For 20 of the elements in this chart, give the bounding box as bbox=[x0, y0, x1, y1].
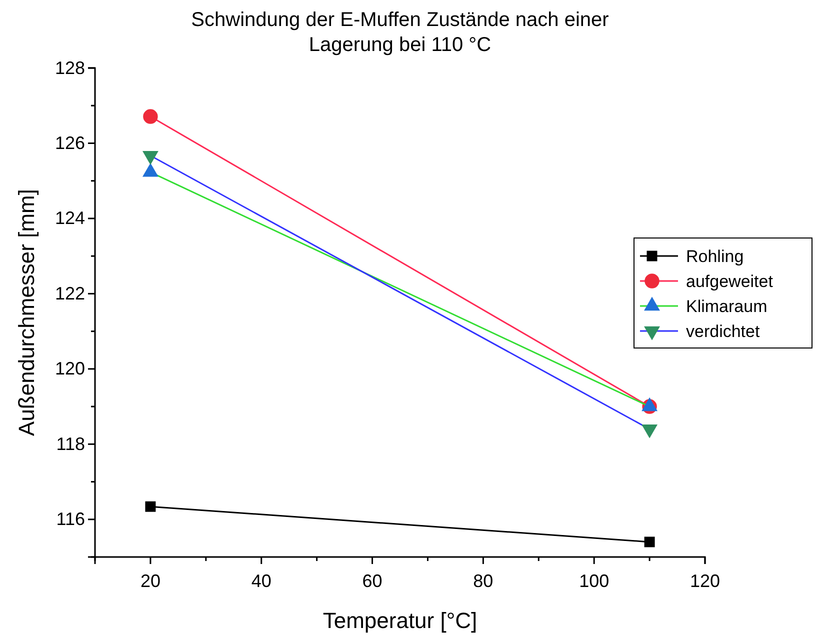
y-tick-label: 124 bbox=[54, 208, 85, 228]
y-tick-label: 128 bbox=[54, 58, 85, 78]
x-tick-label: 20 bbox=[140, 570, 160, 591]
y-tick-label: 118 bbox=[56, 434, 85, 454]
legend-label: Klimaraum bbox=[686, 297, 768, 316]
x-tick-label: 60 bbox=[362, 570, 382, 591]
x-tick-label: 120 bbox=[690, 570, 720, 591]
y-tick-label: 120 bbox=[54, 358, 85, 379]
legend-label: verdichtet bbox=[686, 322, 760, 341]
y-axis-title: Außendurchmesser [mm] bbox=[14, 189, 39, 436]
y-tick-label: 116 bbox=[56, 509, 85, 530]
x-tick-label: 80 bbox=[473, 570, 494, 591]
y-tick-label: 122 bbox=[54, 283, 85, 304]
legend-label: aufgeweitet bbox=[686, 272, 774, 291]
x-tick-label: 40 bbox=[251, 570, 272, 591]
chart-title: Schwindung der E-Muffen Zustände nach einer Lagerung bei 110 °C bbox=[191, 9, 610, 56]
legend-label: Rohling bbox=[686, 247, 744, 266]
x-axis-title: Temperatur [°C] bbox=[322, 608, 478, 633]
y-tick-label: 126 bbox=[54, 132, 85, 153]
x-tick-label: 100 bbox=[579, 570, 610, 591]
